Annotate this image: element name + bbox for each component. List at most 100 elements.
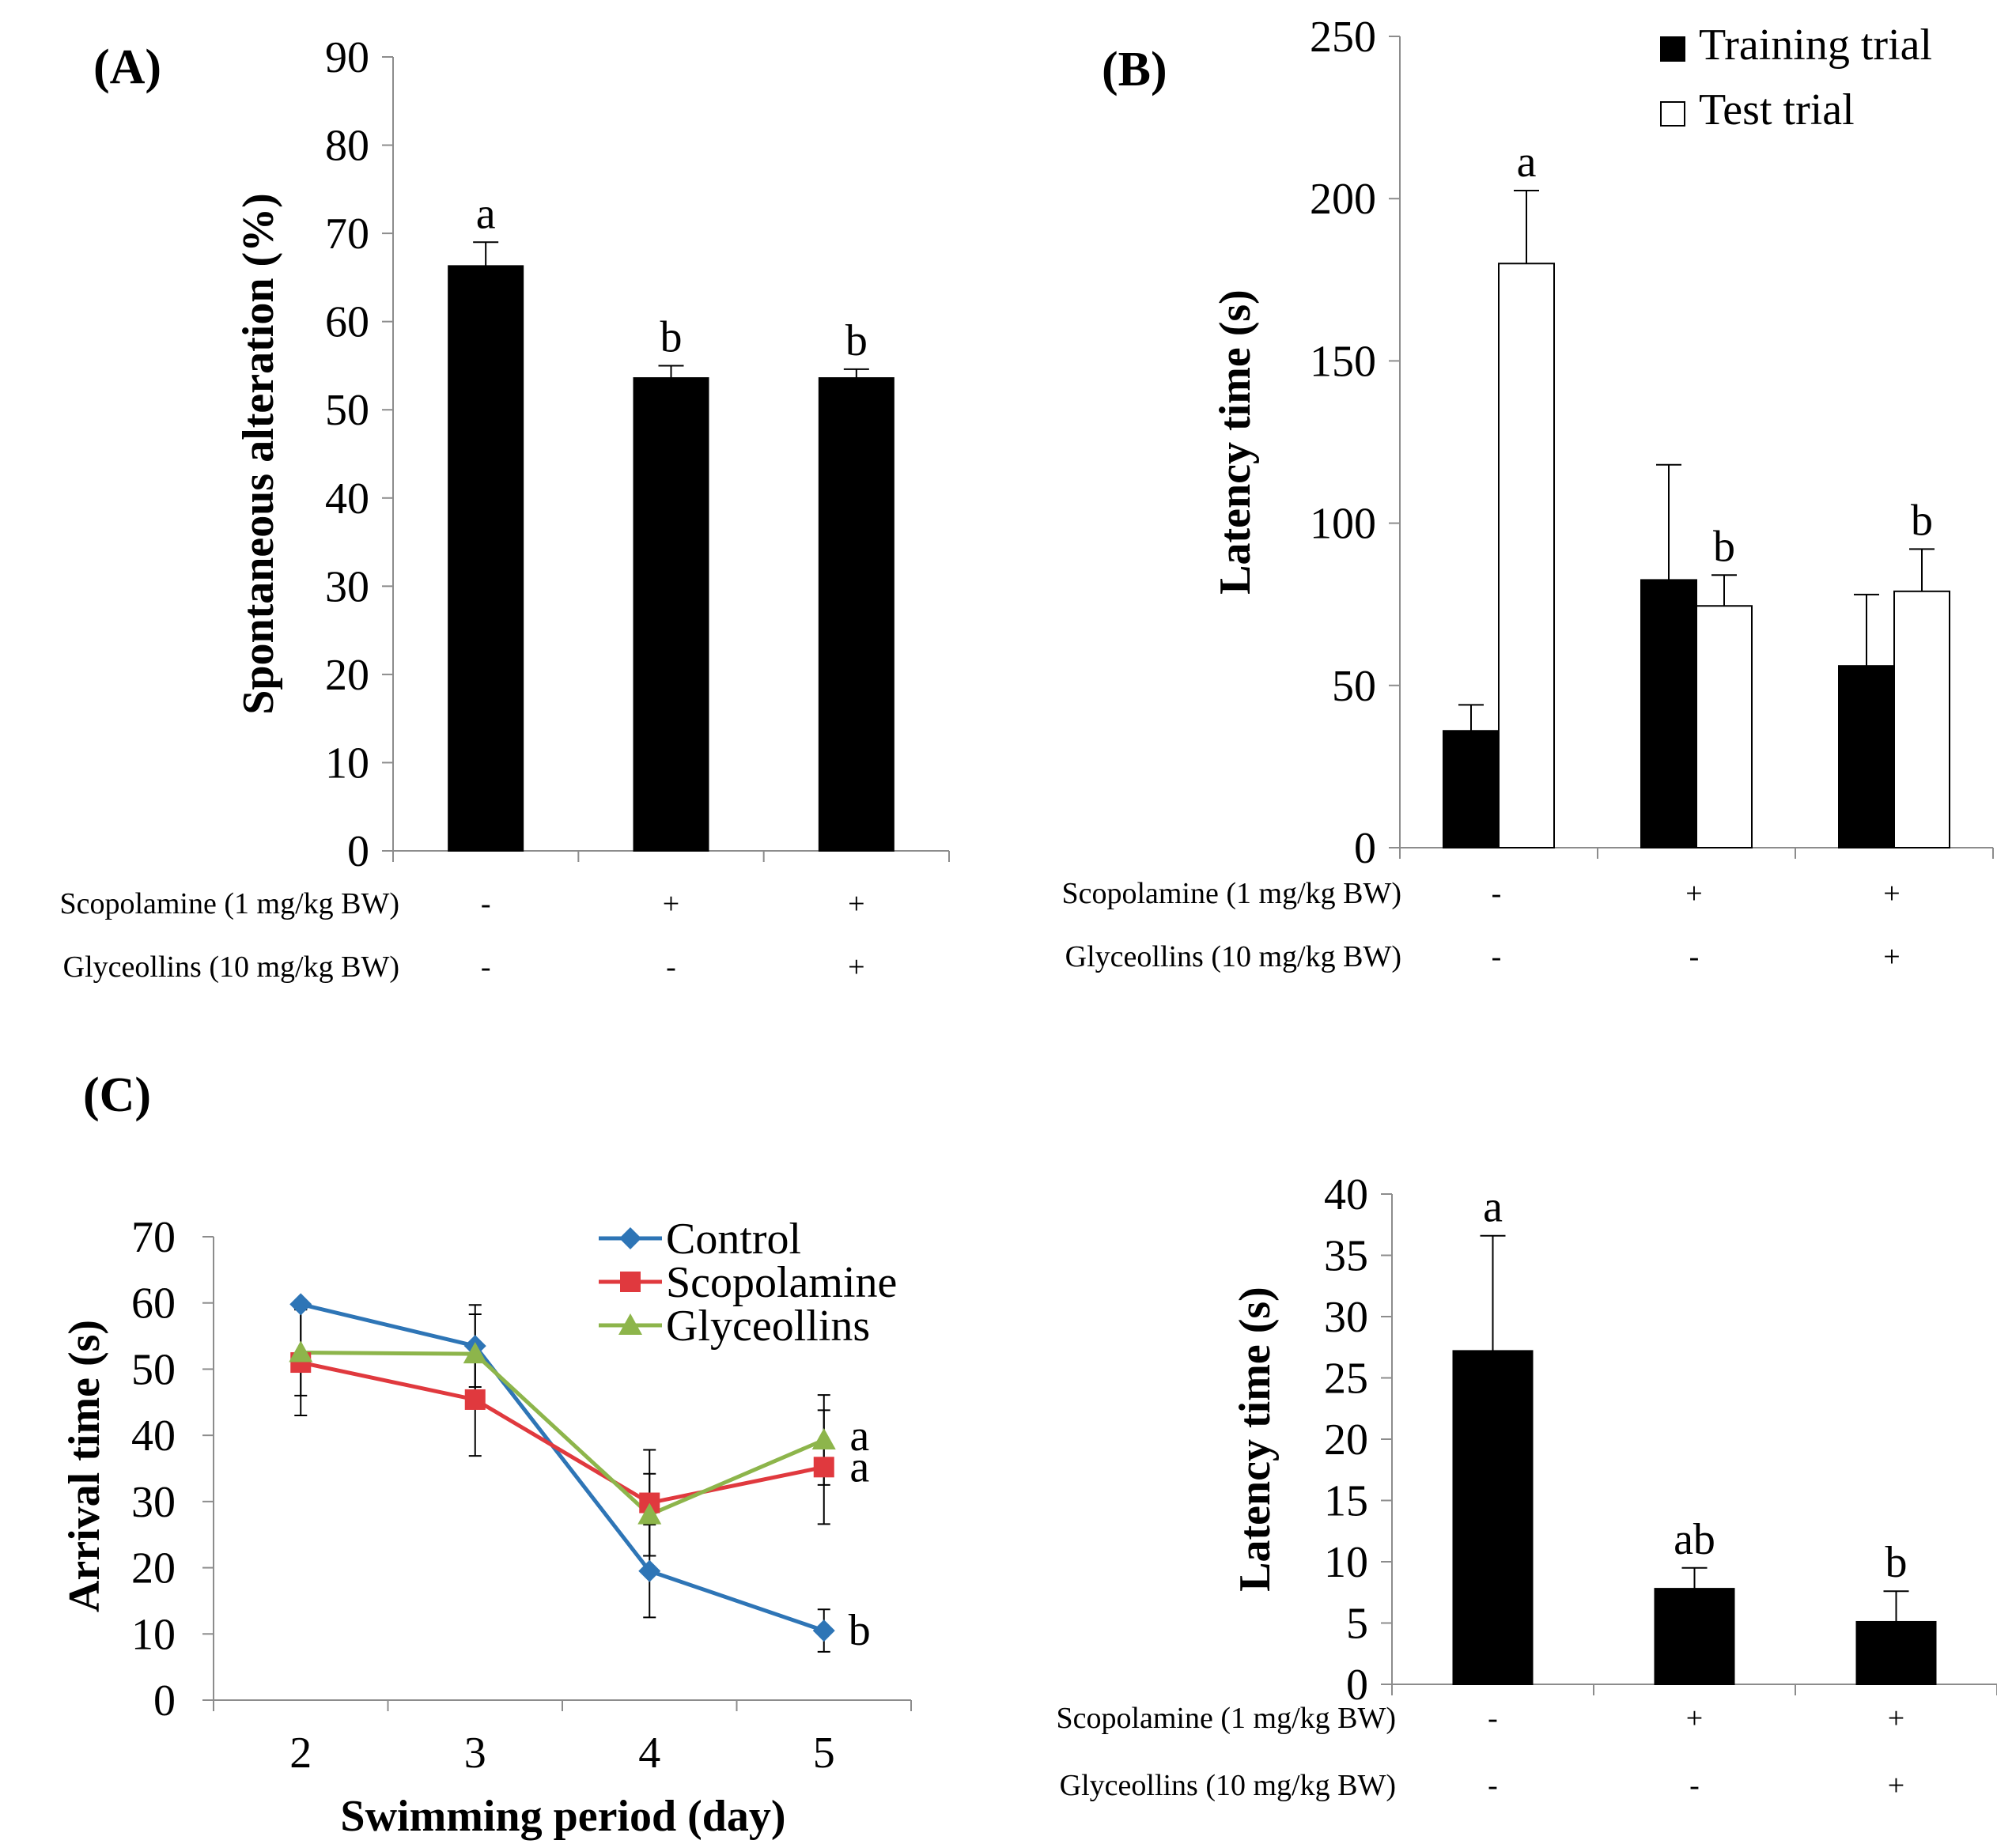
condition-mark: - [1689, 1769, 1700, 1802]
y-tick-label: 20 [1324, 1415, 1368, 1464]
bar [1654, 1588, 1735, 1685]
y-tick-label: 10 [325, 739, 369, 788]
y-tick-label: 0 [1354, 824, 1376, 873]
condition-mark: - [666, 950, 676, 984]
y-tick-label: 10 [1324, 1538, 1368, 1587]
condition-mark: - [481, 887, 491, 920]
series-line [301, 1351, 825, 1517]
condition-label: Scopolamine (1 mg/kg BW) [59, 887, 399, 920]
significance-label: a [1517, 138, 1537, 187]
legend-swatch [1660, 36, 1685, 62]
legend-label: Control [666, 1215, 801, 1264]
significance-label: b [1885, 1538, 1908, 1587]
data-point-triangle [637, 1502, 662, 1525]
y-tick-label: 70 [325, 210, 369, 259]
panel-label: (C) [83, 1068, 151, 1122]
condition-mark: + [1685, 877, 1702, 910]
y-tick-label: 30 [131, 1478, 176, 1527]
condition-mark: - [1689, 940, 1700, 973]
y-tick-label: 40 [131, 1412, 176, 1461]
data-point-triangle [811, 1428, 836, 1450]
bar [1696, 605, 1753, 848]
y-tick-label: 25 [1324, 1355, 1368, 1404]
bar [1838, 665, 1895, 849]
legend-swatch [1660, 101, 1685, 127]
y-tick-label: 0 [153, 1676, 176, 1725]
bar [1443, 730, 1500, 848]
bar [1893, 590, 1950, 848]
condition-mark: - [481, 950, 491, 984]
condition-label: Scopolamine (1 mg/kg BW) [1061, 877, 1401, 910]
condition-mark: + [663, 887, 679, 920]
y-tick-label: 80 [325, 122, 369, 171]
significance-label: b [660, 312, 683, 361]
condition-mark: + [848, 887, 864, 920]
condition-mark: + [1888, 1769, 1904, 1802]
bar [448, 265, 524, 852]
x-tick-label: 3 [464, 1729, 486, 1778]
legend-label: Test trial [1699, 85, 1855, 134]
panel-label: (A) [93, 40, 161, 94]
y-tick-label: 0 [347, 827, 369, 876]
data-point-diamond [812, 1619, 835, 1642]
bar [633, 377, 709, 852]
y-tick-label: 90 [325, 33, 369, 82]
significance-label: a [476, 189, 496, 238]
bar [818, 377, 894, 852]
legend-label: Glyceollins [666, 1302, 870, 1351]
y-tick-label: 50 [1332, 662, 1376, 711]
bar [1452, 1350, 1534, 1686]
y-tick-label: 15 [1324, 1477, 1368, 1526]
y-axis-title: Latency time (s) [1211, 289, 1260, 595]
data-point-diamond [638, 1559, 661, 1582]
y-tick-label: 40 [325, 474, 369, 523]
y-tick-label: 70 [131, 1213, 176, 1262]
x-tick-label: 4 [638, 1729, 660, 1778]
series-line [300, 1360, 825, 1506]
y-tick-label: 250 [1310, 13, 1376, 62]
data-point-diamond [289, 1293, 312, 1316]
x-tick-label: 5 [813, 1729, 835, 1778]
y-tick-label: 40 [1324, 1170, 1368, 1219]
legend-marker-triangle [618, 1313, 642, 1335]
bar [1498, 263, 1555, 848]
significance-label: a [1483, 1183, 1503, 1232]
panel-b-bar-chart: 0 50 100 150 200 250 a b b Latency time (s) Scopol… [1061, 13, 1994, 973]
condition-mark: - [1492, 940, 1502, 973]
data-point-square [464, 1389, 486, 1410]
significance-label: b [849, 1606, 871, 1655]
y-axis-title: Spontaneous alteration (%) [234, 193, 283, 715]
significance-label: b [1713, 522, 1735, 571]
y-tick-label: 60 [131, 1279, 176, 1328]
condition-mark: + [1686, 1702, 1703, 1735]
panel-c-line-chart: 0 10 20 30 40 50 60 70 2 3 4 5 b aa ControlScopolamine… [60, 1068, 912, 1841]
y-tick-label: 30 [1324, 1293, 1368, 1342]
condition-mark: + [848, 950, 864, 984]
y-tick-label: 200 [1310, 175, 1376, 224]
y-tick-label: 50 [131, 1345, 176, 1394]
bar [1640, 579, 1697, 848]
condition-label: Glyceollins (10 mg/kg BW) [1060, 1769, 1396, 1802]
y-tick-label: 150 [1310, 337, 1376, 386]
legend-marker-diamond [619, 1227, 641, 1249]
x-tick-label: 2 [289, 1729, 312, 1778]
legend-marker-square [620, 1272, 641, 1292]
condition-label: Glyceollins (10 mg/kg BW) [1065, 940, 1401, 973]
y-tick-label: 50 [325, 386, 369, 435]
condition-mark: + [1883, 877, 1900, 910]
data-point-square [813, 1457, 834, 1478]
condition-mark: + [1888, 1702, 1904, 1735]
panel-d-bar-chart: 0 5 10 15 20 25 30 35 40 a ab b Latency time (s) Scop… [1056, 1170, 1997, 1802]
y-tick-label: 60 [325, 298, 369, 347]
series-line [300, 1302, 825, 1633]
significance-label: ab [1674, 1515, 1715, 1564]
bar [1855, 1620, 1937, 1685]
legend-label: Training trial [1699, 21, 1932, 70]
y-tick-label: 10 [131, 1610, 176, 1659]
condition-mark: + [1883, 940, 1900, 973]
y-tick-label: 20 [325, 651, 369, 700]
y-tick-label: 20 [131, 1544, 176, 1593]
y-tick-label: 35 [1324, 1232, 1368, 1281]
y-tick-label: 5 [1346, 1600, 1368, 1649]
y-tick-label: 100 [1310, 500, 1376, 549]
